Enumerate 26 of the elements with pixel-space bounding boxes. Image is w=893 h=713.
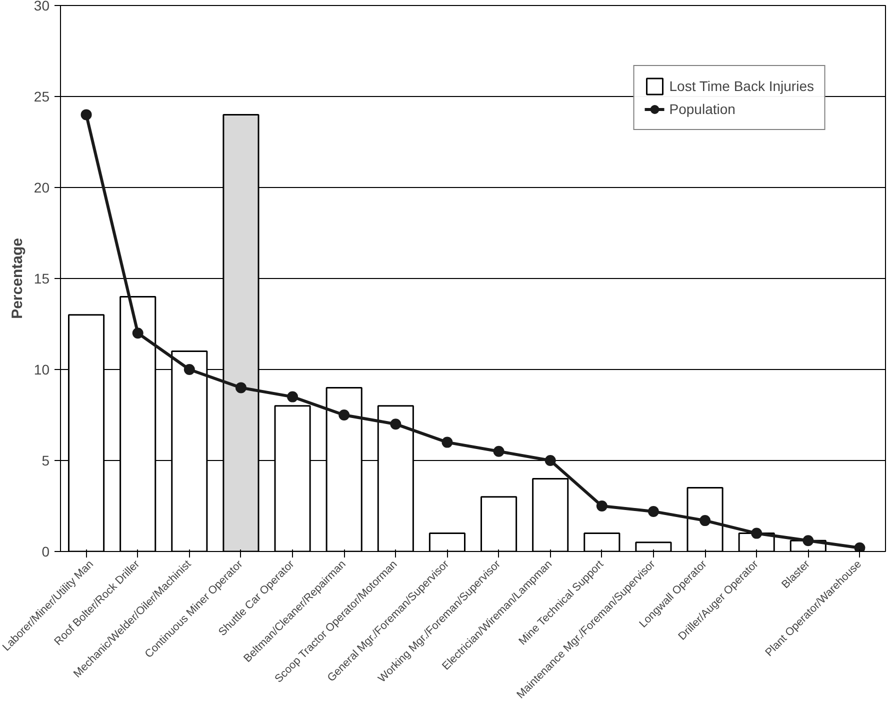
point bbox=[700, 515, 711, 526]
point bbox=[493, 446, 504, 457]
point bbox=[287, 391, 298, 402]
y-tick-label: 20 bbox=[34, 180, 50, 196]
point bbox=[184, 364, 195, 375]
point bbox=[544, 455, 556, 466]
y-tick-label: 10 bbox=[34, 362, 50, 378]
y-tick-label: 30 bbox=[34, 0, 50, 14]
y-tick-label: 25 bbox=[34, 88, 50, 104]
point bbox=[751, 528, 762, 539]
point bbox=[80, 109, 92, 120]
point bbox=[596, 500, 608, 512]
point bbox=[235, 382, 246, 394]
point bbox=[390, 418, 402, 430]
point bbox=[802, 535, 814, 546]
y-tick-label: 0 bbox=[42, 544, 50, 560]
point bbox=[442, 436, 453, 448]
point bbox=[338, 410, 350, 420]
point bbox=[132, 328, 144, 339]
point bbox=[854, 542, 866, 552]
y-tick-label: 5 bbox=[42, 452, 50, 468]
y-axis-title: Percentage bbox=[8, 238, 26, 319]
point bbox=[648, 506, 659, 517]
legend-label: Population bbox=[669, 101, 736, 117]
y-tick-label: 15 bbox=[34, 270, 50, 286]
legend-label: Lost Time Back Injuries bbox=[669, 78, 814, 94]
